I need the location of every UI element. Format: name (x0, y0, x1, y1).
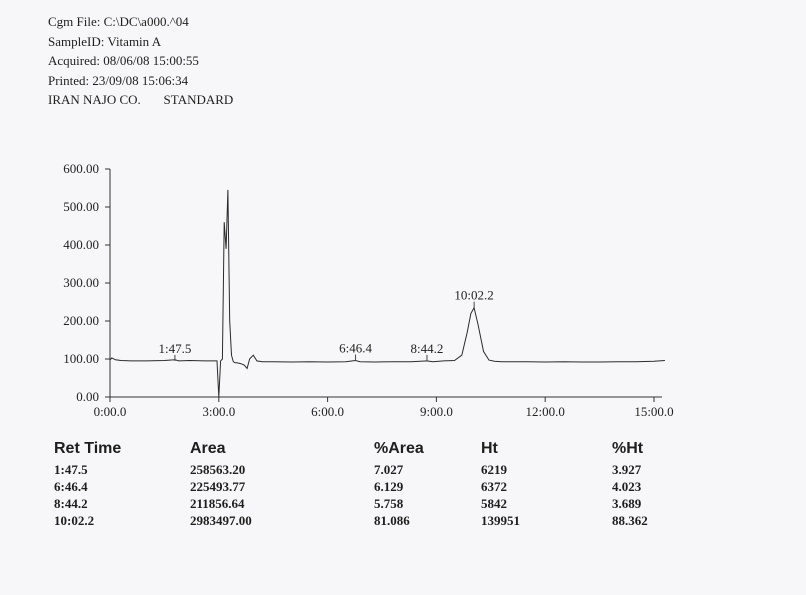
ret-time-cell: 6:46.4 (54, 479, 88, 494)
pct-ht-cell: 4.023 (612, 479, 642, 494)
y-tick-label: 200.00 (63, 313, 99, 328)
y-tick-label: 500.00 (63, 199, 99, 214)
acquired-line: Acquired: 08/06/08 15:00:55 (48, 53, 199, 68)
y-tick-label: 400.00 (63, 237, 99, 252)
col-header-pct-area: %Area (374, 440, 424, 457)
col-header-ret-time: Ret Time (54, 440, 122, 457)
y-axis-ticks: 0.00 100.00 200.00 300.00 400.00 500.00 600.00 (63, 161, 110, 404)
x-tick-label: 12:00.0 (526, 404, 565, 419)
peak-label: 8:44.2 (411, 341, 444, 356)
pct-area-cell: 5.758 (374, 496, 404, 511)
ret-time-cell: 8:44.2 (54, 496, 88, 511)
series-line (109, 189, 665, 398)
area-cell: 258563.20 (190, 462, 246, 477)
x-axis-ticks: 0:00.0 3:00.0 6:00.0 9:00.0 12:00.0 15:00.0 (94, 397, 674, 419)
ht-cell: 139951 (481, 513, 520, 528)
x-tick-label: 6:00.0 (311, 404, 344, 419)
y-tick-label: 600.00 (63, 161, 99, 176)
pct-area-cell: 7.027 (374, 462, 404, 477)
col-header-ht: Ht (481, 440, 498, 457)
peak-label: 10:02.2 (454, 288, 493, 303)
sample-id-line: SampleID: Vitamin A (48, 33, 162, 49)
x-tick-label: 0:00.0 (94, 404, 127, 419)
y-tick-label: 100.00 (63, 351, 99, 366)
area-cell: 211856.64 (190, 496, 245, 511)
x-tick-label: 15:00.0 (634, 404, 673, 419)
pct-area-cell: 81.086 (374, 513, 410, 528)
y-tick-label: 0.00 (76, 389, 99, 404)
plot-area (109, 189, 665, 398)
cgm-file-line: Cgm File: C:\DC\a000.^04 (48, 14, 189, 29)
pct-ht-cell: 3.689 (612, 496, 642, 511)
pct-ht-cell: 88.362 (612, 513, 648, 528)
ht-cell: 6219 (481, 462, 507, 477)
printed-line: Printed: 23/09/08 15:06:34 (48, 72, 189, 88)
chart-axes (109, 169, 662, 398)
col-header-pct-ht: %Ht (612, 440, 644, 457)
peak-label: 1:47.5 (158, 341, 191, 356)
chromatogram-chart: 0.00 100.00 200.00 300.00 400.00 500.00 600.00… (63, 161, 674, 419)
col-header-area: Area (190, 440, 226, 457)
peak-annotations: 1:47.5 6:46.4 8:44.2 10:02.2 (158, 288, 494, 361)
y-tick-label: 300.00 (63, 275, 99, 290)
x-tick-label: 9:00.0 (420, 404, 453, 419)
ht-cell: 6372 (481, 479, 507, 494)
pct-area-cell: 6.129 (374, 479, 404, 494)
report-header: Cgm File: C:\DC\a000.^04 SampleID: Vitam… (48, 12, 233, 110)
pct-ht-cell: 3.927 (612, 462, 642, 477)
ht-cell: 5842 (481, 496, 507, 511)
ret-time-cell: 1:47.5 (54, 462, 88, 477)
ret-time-cell: 10:02.2 (54, 513, 95, 528)
x-tick-label: 3:00.0 (202, 404, 235, 419)
peak-label: 6:46.4 (339, 341, 372, 356)
company-standard-line: IRAN NAJO CO. STANDARD (48, 92, 234, 107)
area-cell: 225493.77 (190, 479, 246, 494)
area-cell: 2983497.00 (190, 513, 252, 528)
